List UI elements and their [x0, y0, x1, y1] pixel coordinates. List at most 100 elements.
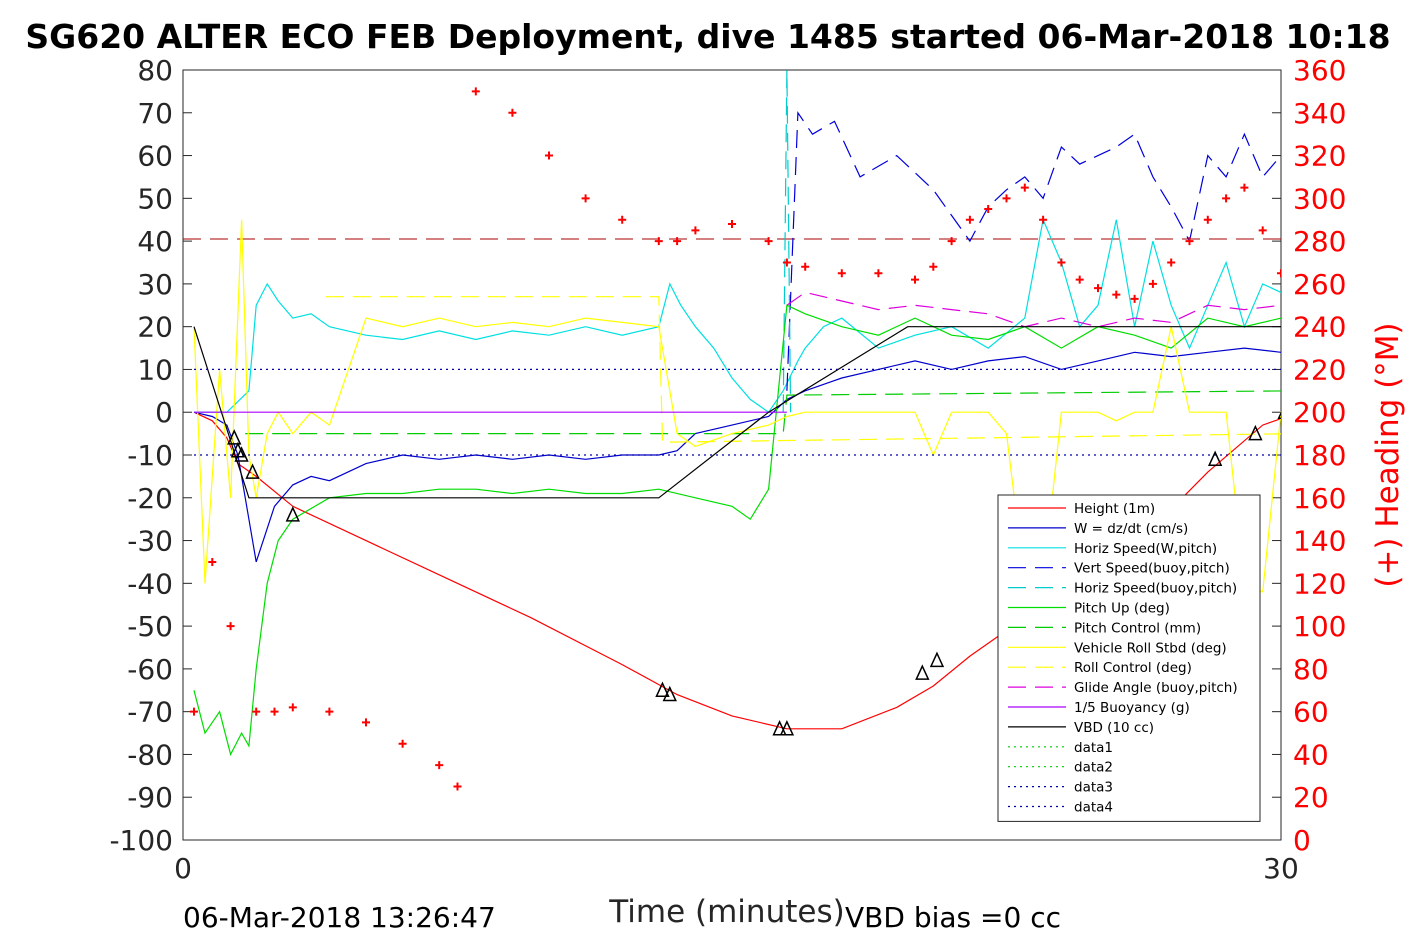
right-tick-label: 320 — [1293, 140, 1346, 173]
heading-point — [1112, 290, 1121, 299]
heading-point — [1039, 215, 1048, 224]
heading-point — [782, 258, 791, 267]
legend: Height (1m) W = dz/dt (cm/s) Horiz Speed(W… — [997, 494, 1261, 822]
legend-label: data3 — [1074, 780, 1113, 796]
legend-label: Horiz Speed(buoy,pitch) — [1074, 581, 1237, 597]
heading-point — [1222, 194, 1231, 203]
left-tick-label: 0 — [155, 396, 173, 429]
left-tick-label: -80 — [127, 738, 173, 771]
x-tick-label: 0 — [174, 852, 192, 885]
heading-point — [947, 237, 956, 246]
right-tick-label: 260 — [1293, 268, 1346, 301]
heading-point — [189, 707, 198, 716]
series-line-7 — [193, 219, 1281, 593]
legend-label: Glide Angle (buoy,pitch) — [1074, 680, 1238, 696]
triangle-marker — [662, 685, 677, 702]
series-line-1 — [193, 347, 1281, 563]
right-tick-label: 180 — [1293, 439, 1346, 472]
heading-point — [911, 275, 919, 284]
left-tick-label: 60 — [137, 140, 173, 173]
left-tick-label: 50 — [137, 182, 173, 215]
left-tick-label: -20 — [127, 482, 173, 515]
heading-point — [984, 205, 993, 214]
legend-label: data4 — [1074, 800, 1113, 816]
series-line-11 — [193, 326, 1281, 499]
heading-layer — [189, 87, 1281, 791]
legend-label: Roll Control (deg) — [1074, 660, 1192, 676]
right-tick-label: 60 — [1293, 696, 1329, 729]
left-tick-label: 20 — [137, 311, 173, 344]
heading-point — [1094, 284, 1102, 293]
legend-box — [997, 494, 1261, 822]
left-tick-label: -40 — [127, 567, 173, 600]
left-tick-label: -100 — [109, 824, 173, 857]
heading-point — [325, 707, 334, 716]
legend-label: Pitch Up (deg) — [1074, 601, 1170, 617]
triangle-marker — [779, 719, 795, 736]
axes: 80706050403020100-10-20-30-40-50-60-70-8… — [109, 54, 1346, 885]
right-tick-label: 120 — [1293, 567, 1346, 600]
heading-point — [581, 194, 590, 203]
heading-point — [1148, 279, 1157, 288]
left-tick-label: -30 — [127, 525, 173, 558]
heading-point — [874, 269, 883, 278]
triangle-marker — [234, 446, 249, 462]
heading-point — [208, 557, 217, 566]
right-tick-label: 100 — [1293, 610, 1346, 643]
right-tick-label: 140 — [1293, 525, 1346, 558]
legend-label: data2 — [1074, 760, 1113, 776]
heading-point — [1240, 183, 1249, 192]
legend-label: Vert Speed(buoy,pitch) — [1074, 561, 1230, 577]
triangle-marker — [1248, 424, 1263, 441]
heading-point — [654, 237, 663, 246]
heading-point — [1002, 194, 1011, 203]
series-line-2 — [194, 217, 1281, 414]
heading-point — [508, 108, 517, 117]
triangle-marker — [285, 506, 300, 522]
right-tick-label: 40 — [1293, 738, 1329, 771]
heading-point — [453, 782, 462, 791]
legend-label: Pitch Control (mm) — [1074, 620, 1201, 636]
heading-point — [1130, 294, 1139, 303]
left-tick-label: -50 — [127, 610, 173, 643]
triangle-marker — [929, 651, 945, 668]
legend-label: data1 — [1074, 740, 1113, 756]
legend-label: Horiz Speed(W,pitch) — [1074, 541, 1217, 557]
chart-title: SG620 ALTER ECO FEB Deployment, dive 148… — [25, 17, 1390, 56]
heading-point — [1258, 226, 1267, 235]
right-tick-label: 80 — [1293, 653, 1329, 686]
heading-point — [288, 703, 297, 712]
legend-label: 1/5 Buoyancy (g) — [1074, 700, 1190, 716]
right-tick-label: 220 — [1293, 353, 1346, 386]
heading-point — [226, 622, 235, 631]
left-tick-label: -70 — [127, 696, 173, 729]
legend-label: Vehicle Roll Stbd (deg) — [1074, 640, 1227, 656]
footer-timestamp: 06-Mar-2018 13:26:47 — [183, 901, 496, 934]
right-tick-label: 200 — [1293, 396, 1346, 429]
left-tick-label: -60 — [127, 653, 173, 686]
heading-point — [1277, 269, 1281, 278]
series-line-6 — [245, 390, 1281, 435]
right-tick-label: 360 — [1293, 54, 1346, 87]
heading-point — [618, 215, 627, 224]
heading-point — [965, 215, 974, 224]
triangle-marker — [1207, 450, 1223, 467]
heading-point — [673, 237, 682, 246]
right-tick-label: 0 — [1293, 824, 1311, 857]
triangle-marker — [245, 463, 260, 479]
footer-vbd-bias: VBD bias =0 cc — [845, 901, 1061, 934]
right-tick-label: 160 — [1293, 482, 1346, 515]
heading-point — [1203, 215, 1212, 224]
x-tick-label: 30 — [1263, 852, 1299, 885]
heading-point — [435, 761, 444, 770]
heading-point — [398, 739, 407, 748]
heading-point — [1167, 258, 1176, 267]
left-tick-label: 40 — [137, 225, 173, 258]
triangle-marker — [655, 681, 670, 698]
right-tick-label: 340 — [1293, 97, 1346, 130]
heading-point — [252, 707, 261, 716]
heading-point — [764, 237, 773, 246]
left-tick-label: 80 — [137, 54, 173, 87]
